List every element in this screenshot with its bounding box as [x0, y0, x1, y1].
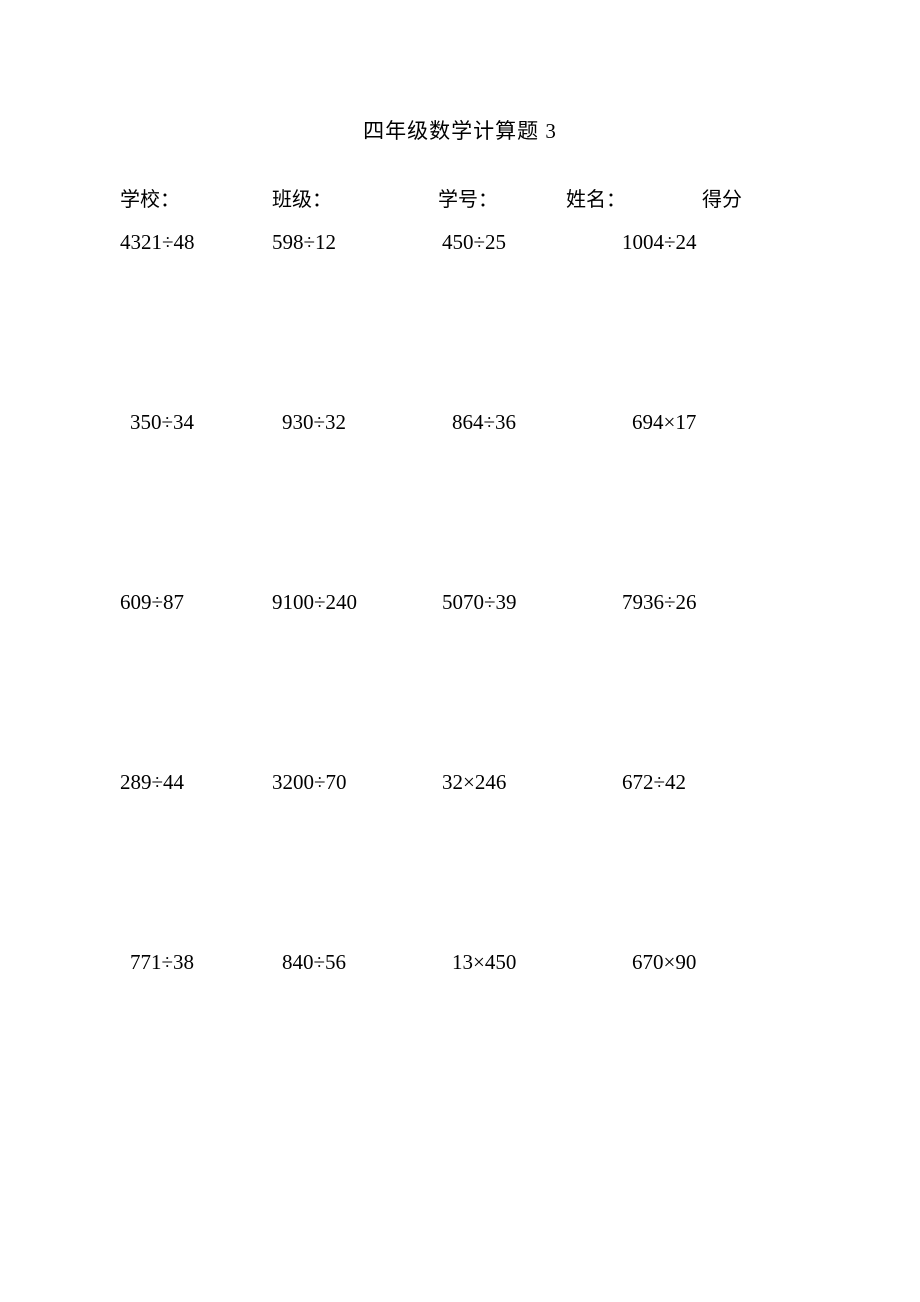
page-title: 四年级数学计算题 3	[120, 115, 800, 145]
problem-cell: 32×246	[442, 770, 622, 795]
problem-cell: 672÷42	[622, 770, 800, 795]
problem-cell: 609÷87	[120, 590, 272, 615]
problem-cell: 3200÷70	[272, 770, 442, 795]
problem-cell: 864÷36	[452, 410, 632, 435]
header-score: 得分	[702, 183, 800, 212]
header-name: 姓名：	[566, 183, 702, 212]
worksheet-page: 四年级数学计算题 3 学校： 班级： 学号： 姓名： 得分 4321÷48 59…	[0, 0, 920, 975]
problem-cell: 13×450	[452, 950, 632, 975]
header-class: 班级：	[272, 183, 438, 212]
problem-cell: 598÷12	[272, 230, 442, 255]
problem-cell: 694×17	[632, 410, 800, 435]
problem-cell: 840÷56	[282, 950, 452, 975]
header-id: 学号：	[438, 183, 566, 212]
problem-row: 4321÷48 598÷12 450÷25 1004÷24	[120, 230, 800, 255]
problem-cell: 4321÷48	[120, 230, 272, 255]
problem-cell: 670×90	[632, 950, 800, 975]
problems-container: 4321÷48 598÷12 450÷25 1004÷24 350÷34 930…	[120, 230, 800, 975]
header-school: 学校：	[120, 183, 272, 212]
info-header-row: 学校： 班级： 学号： 姓名： 得分	[120, 183, 800, 212]
problem-row: 289÷44 3200÷70 32×246 672÷42	[120, 770, 800, 795]
problem-cell: 350÷34	[130, 410, 282, 435]
problem-cell: 1004÷24	[622, 230, 800, 255]
problem-cell: 5070÷39	[442, 590, 622, 615]
problem-cell: 289÷44	[120, 770, 272, 795]
problem-cell: 930÷32	[282, 410, 452, 435]
problem-row: 609÷87 9100÷240 5070÷39 7936÷26	[120, 590, 800, 615]
problem-row: 350÷34 930÷32 864÷36 694×17	[120, 410, 800, 435]
problem-cell: 771÷38	[130, 950, 282, 975]
problem-row: 771÷38 840÷56 13×450 670×90	[120, 950, 800, 975]
problem-cell: 9100÷240	[272, 590, 442, 615]
problem-cell: 450÷25	[442, 230, 622, 255]
problem-cell: 7936÷26	[622, 590, 800, 615]
